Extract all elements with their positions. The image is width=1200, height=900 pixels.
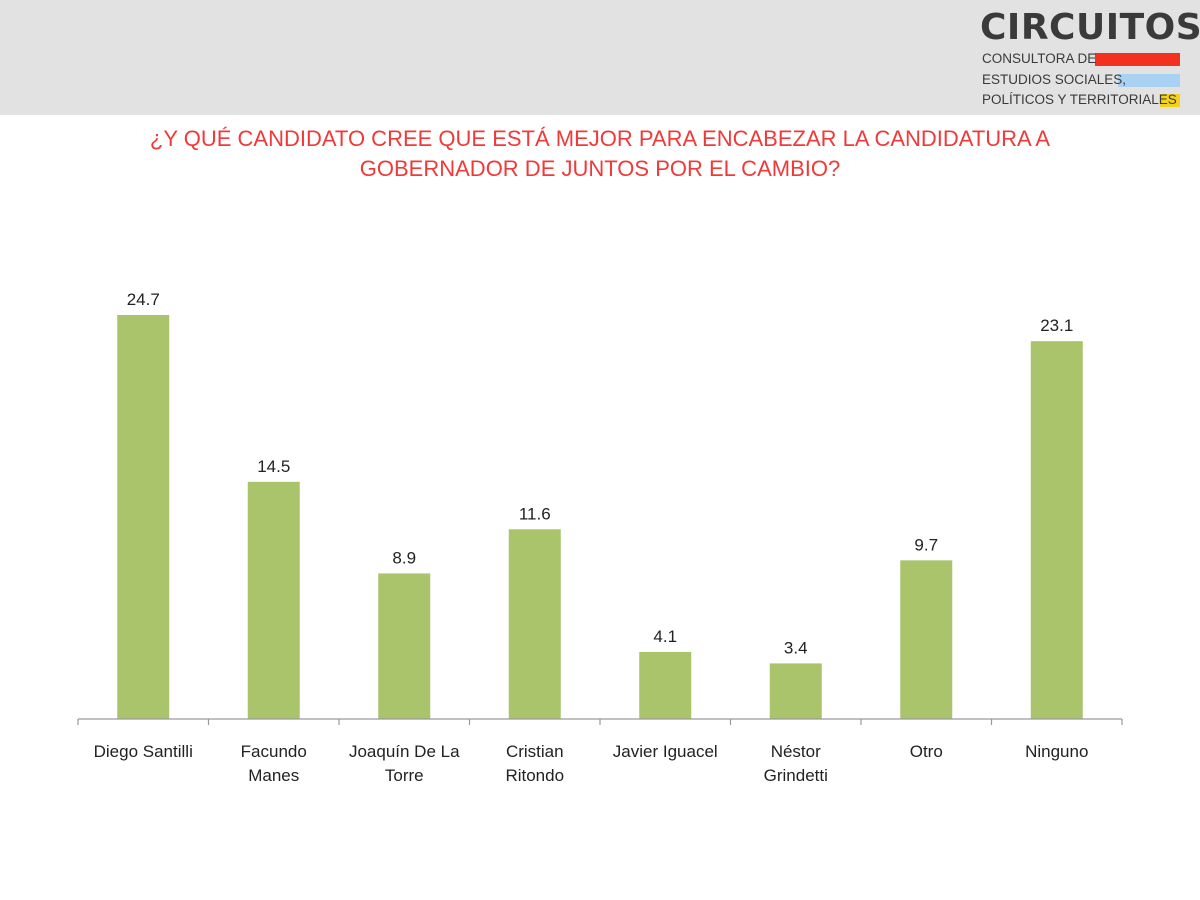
bar-2 — [378, 573, 431, 719]
data-label-4: 4.1 — [653, 627, 677, 646]
bar-3 — [508, 529, 561, 719]
header-bar — [0, 0, 1200, 115]
data-label-0: 24.7 — [127, 290, 160, 309]
x-tick-label-6: Otro — [910, 742, 943, 761]
bar-7 — [1030, 341, 1083, 719]
bar-6 — [900, 560, 953, 719]
x-tick-label-4: Javier Iguacel — [613, 742, 718, 761]
bar-0 — [117, 315, 170, 719]
logo-stripe-red — [1095, 53, 1180, 66]
data-label-3: 11.6 — [519, 504, 551, 523]
bar-4 — [639, 651, 692, 719]
data-label-5: 3.4 — [784, 638, 808, 657]
x-tick-label-5: Néstor Grindetti — [764, 742, 828, 785]
circuitos-logo: CIRCUITOS CONSULTORA DE ESTUDIOS SOCIALE… — [980, 8, 1200, 108]
chart-title: ¿Y QUÉ CANDIDATO CREE QUE ESTÁ MEJOR PAR… — [0, 124, 1200, 184]
logo-subtitle-line-3: POLÍTICOS Y TERRITORIALES — [982, 92, 1177, 107]
data-label-2: 8.9 — [392, 548, 416, 567]
logo-stripe-blue — [1118, 74, 1180, 87]
chart-title-line-1: ¿Y QUÉ CANDIDATO CREE QUE ESTÁ MEJOR PAR… — [149, 126, 1051, 151]
x-tick-label-1: Facundo Manes — [241, 742, 307, 785]
data-label-1: 14.5 — [257, 457, 290, 476]
logo-subtitle-line-1: CONSULTORA DE — [982, 51, 1097, 66]
bar-1 — [247, 481, 300, 719]
x-tick-label-0: Diego Santilli — [94, 742, 193, 761]
data-label-6: 9.7 — [914, 535, 938, 554]
x-tick-label-3: Cristian Ritondo — [505, 742, 564, 785]
bar-5 — [769, 663, 822, 719]
logo-stripe-yellow — [1160, 94, 1180, 107]
x-tick-label-7: Ninguno — [1025, 742, 1088, 761]
data-label-7: 23.1 — [1040, 316, 1073, 335]
logo-title: CIRCUITOS — [980, 7, 1200, 48]
x-tick-label-2: Joaquín De La Torre — [349, 742, 460, 785]
chart-title-line-2: GOBERNADOR DE JUNTOS POR EL CAMBIO? — [359, 156, 841, 181]
logo-subtitle-line-2: ESTUDIOS SOCIALES, — [982, 72, 1127, 87]
